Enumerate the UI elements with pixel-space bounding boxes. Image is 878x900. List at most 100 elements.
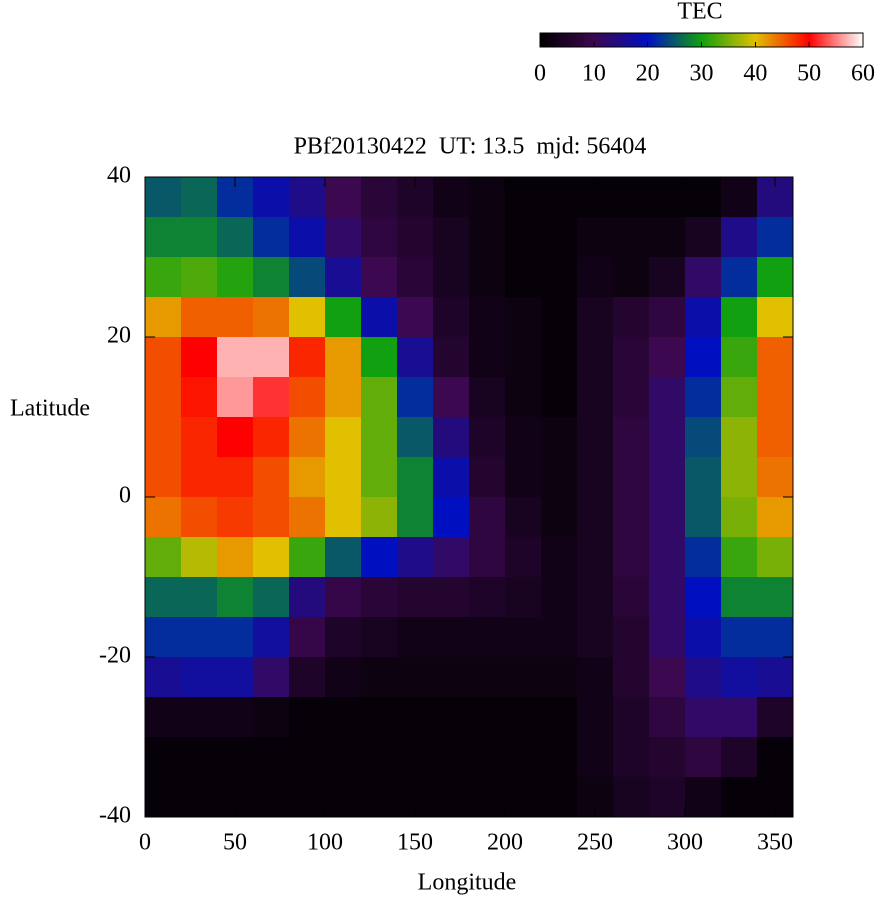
heatmap-cell [289, 737, 326, 778]
heatmap-cell [757, 217, 794, 258]
heatmap-cell [757, 497, 794, 538]
heatmap-cell [757, 697, 794, 738]
heatmap-cell [217, 457, 254, 498]
heatmap-cell [181, 737, 218, 778]
heatmap-cell [541, 577, 578, 618]
heatmap-cell [181, 537, 218, 578]
heatmap-cell [433, 417, 470, 458]
heatmap-cell [757, 417, 794, 458]
heatmap-cell [685, 297, 722, 338]
heatmap-cell [649, 297, 686, 338]
heatmap-cell [541, 697, 578, 738]
heatmap-cell [145, 737, 182, 778]
heatmap-cell [361, 657, 398, 698]
heatmap-cell [757, 657, 794, 698]
x-tick-label: 100 [307, 830, 343, 856]
heatmap-cell [721, 297, 758, 338]
heatmap-cell [649, 697, 686, 738]
heatmap-cell [253, 577, 290, 618]
heatmap-cell [685, 257, 722, 298]
x-tick-label: 300 [667, 830, 703, 856]
heatmap-cell [757, 457, 794, 498]
x-tick-label: 250 [577, 830, 613, 856]
colorbar-tick-label: 30 [690, 61, 714, 87]
heatmap-cell [217, 257, 254, 298]
heatmap-cell [685, 457, 722, 498]
heatmap-cell [685, 497, 722, 538]
heatmap-cell [577, 457, 614, 498]
y-tick-label: 20 [107, 323, 131, 349]
heatmap-cell [757, 257, 794, 298]
y-axis-label: Latitude [10, 396, 90, 422]
heatmap-cell [505, 777, 542, 818]
heatmap-cell [145, 777, 182, 818]
heatmap-cell [613, 417, 650, 458]
heatmap-cell [181, 777, 218, 818]
heatmap-cell [721, 217, 758, 258]
heatmap-cell [145, 297, 182, 338]
heatmap-cell [361, 497, 398, 538]
heatmap-cell [217, 497, 254, 538]
heatmap-cell [325, 537, 362, 578]
y-tick-label: 0 [119, 483, 131, 509]
heatmap-cell [181, 257, 218, 298]
y-tick-label: -20 [99, 643, 131, 669]
heatmap-cell [649, 737, 686, 778]
heatmap-cell [217, 377, 254, 418]
heatmap-cell [145, 457, 182, 498]
heatmap-cell [577, 337, 614, 378]
heatmap-cell [325, 217, 362, 258]
heatmap-cell [541, 497, 578, 538]
heatmap-cell [613, 617, 650, 658]
heatmap-cell [397, 457, 434, 498]
heatmap-cell [685, 697, 722, 738]
heatmap-cell [253, 257, 290, 298]
heatmap-cell [433, 177, 470, 218]
heatmap-cell [289, 697, 326, 738]
heatmap-cell [181, 377, 218, 418]
colorbar-label: TEC [677, 0, 722, 25]
heatmap-cell [721, 337, 758, 378]
heatmap-cell [325, 577, 362, 618]
heatmap-cell [325, 377, 362, 418]
heatmap-cell [721, 577, 758, 618]
heatmap-cell [145, 617, 182, 658]
heatmap-cell [325, 657, 362, 698]
heatmap-cell [613, 657, 650, 698]
heatmap-cell [577, 737, 614, 778]
heatmap-cell [433, 697, 470, 738]
heatmap-cell [145, 537, 182, 578]
heatmap-cell [685, 337, 722, 378]
heatmap-cell [757, 297, 794, 338]
heatmap-cell [397, 217, 434, 258]
heatmap-cell [145, 497, 182, 538]
heatmap-cell [577, 497, 614, 538]
heatmap-cell [217, 297, 254, 338]
heatmap-cell [217, 537, 254, 578]
heatmap-cell [469, 657, 506, 698]
colorbar-tick-label: 10 [582, 61, 606, 87]
heatmap-cell [469, 577, 506, 618]
heatmap-cell [289, 617, 326, 658]
heatmap-cell [757, 577, 794, 618]
heatmap-cell [361, 617, 398, 658]
heatmap-cell [325, 297, 362, 338]
colorbar-tick-label: 60 [851, 61, 875, 87]
heatmap-cell [649, 777, 686, 818]
heatmap-cell [685, 577, 722, 618]
heatmap-cell [541, 257, 578, 298]
heatmap-cell [613, 337, 650, 378]
heatmap-cell [181, 577, 218, 618]
heatmap-cell [505, 697, 542, 738]
heatmap-cell [289, 297, 326, 338]
heatmap-cell [361, 777, 398, 818]
heatmap-cell [181, 697, 218, 738]
heatmap-cell [469, 377, 506, 418]
heatmap-cell [145, 257, 182, 298]
heatmap-cell [649, 657, 686, 698]
heatmap-cell [685, 737, 722, 778]
heatmap-cell [397, 417, 434, 458]
heatmap-cell [577, 217, 614, 258]
heatmap-cell [325, 617, 362, 658]
